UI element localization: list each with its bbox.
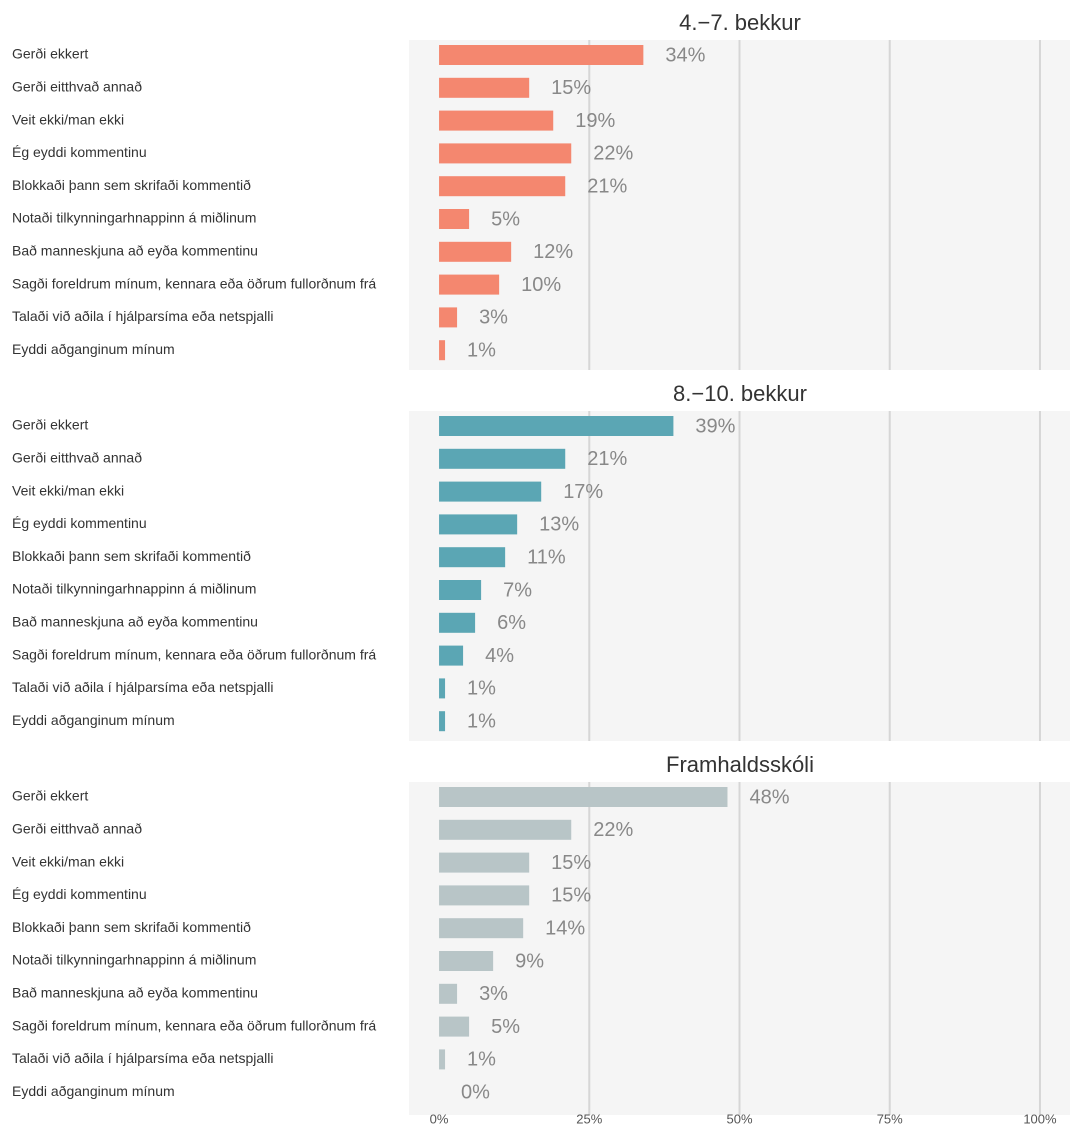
bar xyxy=(439,983,458,1004)
category-label: Sagði foreldrum mínum, kennara eða öðrum… xyxy=(12,275,376,291)
value-label: 39% xyxy=(695,415,735,437)
value-label: 21% xyxy=(587,448,627,470)
bar xyxy=(439,307,458,328)
bar xyxy=(439,176,566,197)
value-label: 22% xyxy=(593,143,633,165)
category-label: Sagði foreldrum mínum, kennara eða öðrum… xyxy=(12,1017,376,1033)
value-label: 5% xyxy=(491,208,520,230)
bar xyxy=(439,143,572,164)
value-label: 15% xyxy=(551,852,591,874)
value-label: 10% xyxy=(521,274,561,296)
value-label: 15% xyxy=(551,77,591,99)
bar xyxy=(439,787,728,807)
bar xyxy=(439,885,530,906)
category-label: Ég eyddi kommentinu xyxy=(12,886,147,902)
value-label: 4% xyxy=(485,645,514,667)
category-label: Veit ekki/man ekki xyxy=(12,853,124,869)
value-label: 1% xyxy=(467,710,496,732)
bar xyxy=(439,481,542,502)
category-label: Notaði tilkynningarhnappinn á miðlinum xyxy=(12,581,256,597)
category-label: Gerði eitthvað annað xyxy=(12,79,142,95)
bar xyxy=(439,819,572,840)
category-label: Eyddi aðganginum mínum xyxy=(12,341,175,357)
value-label: 21% xyxy=(587,175,627,197)
value-label: 1% xyxy=(467,1049,496,1071)
category-label: Gerði eitthvað annað xyxy=(12,450,142,466)
value-label: 22% xyxy=(593,819,633,841)
value-label: 5% xyxy=(491,1016,520,1038)
value-label: 1% xyxy=(467,678,496,700)
category-label: Gerði ekkert xyxy=(12,46,88,62)
x-tick-label: 0% xyxy=(430,1111,449,1126)
bar xyxy=(439,678,446,699)
bar xyxy=(439,416,674,436)
value-label: 1% xyxy=(467,339,496,361)
category-label: Eyddi aðganginum mínum xyxy=(12,712,175,728)
category-label: Notaði tilkynningarhnappinn á miðlinum xyxy=(12,952,256,968)
category-label: Veit ekki/man ekki xyxy=(12,111,124,127)
bar xyxy=(439,209,470,229)
category-label: Veit ekki/man ekki xyxy=(12,482,124,498)
x-tick-label: 50% xyxy=(726,1111,752,1126)
bar xyxy=(439,645,464,666)
bar xyxy=(439,77,530,98)
category-label: Ég eyddi kommentinu xyxy=(12,515,147,531)
value-label: 3% xyxy=(479,983,508,1005)
bar xyxy=(439,1049,446,1070)
bar xyxy=(439,448,566,469)
value-label: 13% xyxy=(539,514,579,536)
bar xyxy=(439,45,644,65)
bar xyxy=(439,580,482,600)
bar xyxy=(439,918,524,939)
category-label: Bað manneskjuna að eyða kommentinu xyxy=(12,985,258,1001)
value-label: 12% xyxy=(533,241,573,263)
panel-title: Framhaldsskóli xyxy=(666,752,814,777)
value-label: 34% xyxy=(665,44,705,66)
bar xyxy=(439,110,554,131)
value-label: 11% xyxy=(527,546,566,568)
bar xyxy=(439,612,476,633)
bar xyxy=(439,852,530,873)
bar xyxy=(439,951,494,971)
category-label: Gerði ekkert xyxy=(12,788,88,804)
value-label: 7% xyxy=(503,579,532,601)
bar xyxy=(439,547,506,568)
category-label: Blokkaði þann sem skrifaði kommentið xyxy=(12,548,251,564)
category-label: Talaði við aðila í hjálparsíma eða netsp… xyxy=(12,679,273,695)
bar xyxy=(439,340,446,361)
value-label: 0% xyxy=(461,1081,490,1103)
category-label: Bað manneskjuna að eyða kommentinu xyxy=(12,614,258,630)
bar xyxy=(439,274,500,295)
category-label: Gerði eitthvað annað xyxy=(12,821,142,837)
x-tick-label: 25% xyxy=(576,1111,602,1126)
category-label: Eyddi aðganginum mínum xyxy=(12,1083,175,1099)
value-label: 15% xyxy=(551,885,591,907)
bar xyxy=(439,711,446,732)
bar xyxy=(439,1016,470,1037)
category-label: Blokkaði þann sem skrifaði kommentið xyxy=(12,177,251,193)
value-label: 3% xyxy=(479,307,508,329)
panel-title: 4.−7. bekkur xyxy=(679,10,801,35)
x-tick-label: 100% xyxy=(1023,1111,1057,1126)
value-label: 19% xyxy=(575,110,615,132)
category-label: Talaði við aðila í hjálparsíma eða netsp… xyxy=(12,1050,273,1066)
value-label: 14% xyxy=(545,917,585,939)
category-label: Bað manneskjuna að eyða kommentinu xyxy=(12,243,258,259)
x-tick-label: 75% xyxy=(877,1111,903,1126)
value-label: 48% xyxy=(749,786,789,808)
panel-title: 8.−10. bekkur xyxy=(673,381,807,406)
category-label: Sagði foreldrum mínum, kennara eða öðrum… xyxy=(12,646,376,662)
bar xyxy=(439,514,518,535)
value-label: 9% xyxy=(515,950,544,972)
bar xyxy=(439,241,512,262)
category-label: Blokkaði þann sem skrifaði kommentið xyxy=(12,919,251,935)
category-label: Ég eyddi kommentinu xyxy=(12,144,147,160)
category-label: Talaði við aðila í hjálparsíma eða netsp… xyxy=(12,308,273,324)
value-label: 17% xyxy=(563,481,603,503)
category-label: Notaði tilkynningarhnappinn á miðlinum xyxy=(12,210,256,226)
category-label: Gerði ekkert xyxy=(12,417,88,433)
value-label: 6% xyxy=(497,612,526,634)
